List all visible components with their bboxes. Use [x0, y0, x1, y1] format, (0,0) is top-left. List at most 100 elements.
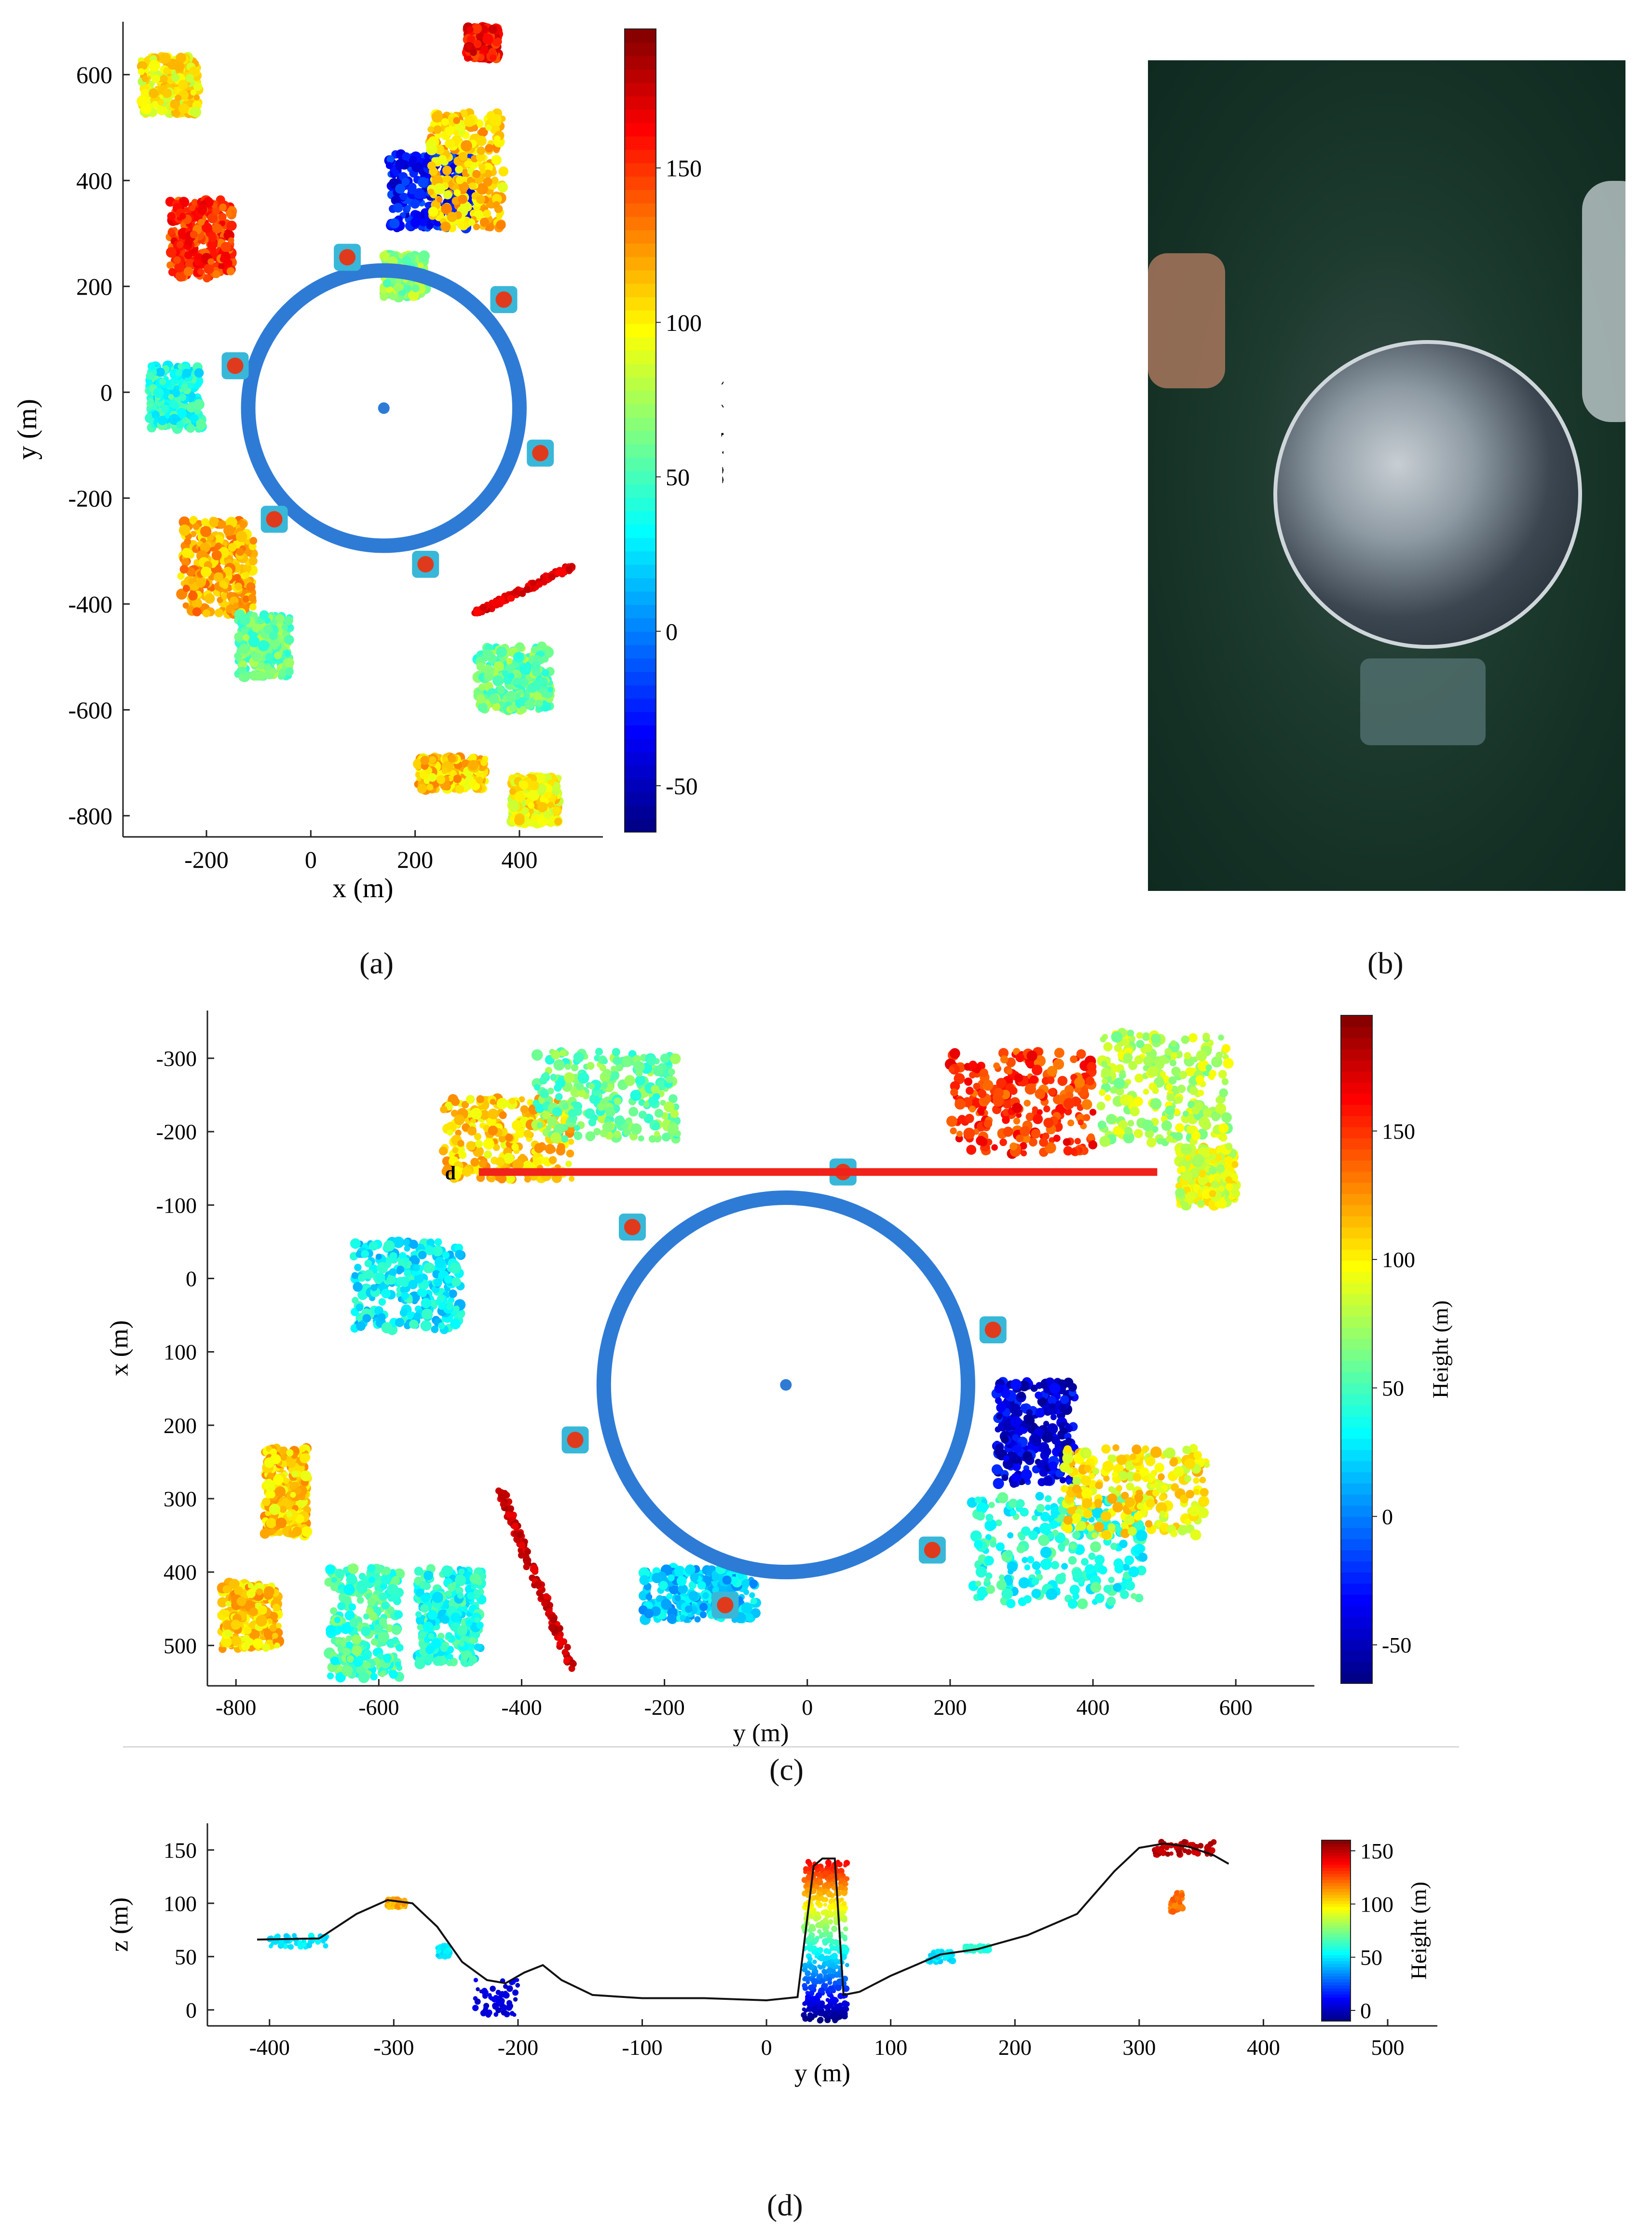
chart-c-point — [505, 1174, 515, 1184]
chart-a-point — [479, 168, 486, 174]
chart-c-point — [652, 1122, 660, 1131]
chart-a-point — [263, 663, 272, 672]
chart-a-tower-5 — [260, 506, 288, 533]
chart-a-y-tick-label: 600 — [76, 61, 112, 88]
chart-c-point — [454, 1244, 464, 1252]
chart-c-point — [1196, 1050, 1207, 1062]
chart-a-point — [560, 568, 568, 575]
chart-a-point — [497, 686, 505, 694]
chart-c-point — [668, 1068, 675, 1076]
chart-a-point — [175, 95, 182, 102]
chart-c-point — [475, 1140, 483, 1148]
chart-a-point — [212, 207, 220, 215]
chart-c-point — [979, 1068, 988, 1078]
chart-a-point — [468, 219, 476, 226]
panel-label-a: (a) — [359, 946, 394, 980]
chart-c-point — [573, 1052, 584, 1063]
chart-a-point — [151, 74, 161, 83]
chart-c-point — [1103, 1042, 1113, 1052]
chart-a-colorbar-band — [625, 591, 656, 605]
chart-c-point — [1188, 1033, 1198, 1043]
chart-c-point — [654, 1131, 660, 1137]
chart-a-point — [441, 203, 452, 215]
chart-c-point — [470, 1158, 479, 1167]
chart-c-point — [527, 1099, 534, 1106]
chart-a-cluster-7 — [472, 641, 555, 716]
chart-a-colorbar-band — [625, 96, 656, 110]
chart-a-point — [382, 279, 392, 288]
chart-a-point — [191, 598, 203, 609]
chart-a-point — [209, 517, 219, 528]
chart-c-point — [1209, 1069, 1217, 1078]
chart-c-point — [1152, 1087, 1159, 1094]
chart-a-colorbar-band — [625, 363, 656, 378]
chart-c-point — [488, 1108, 499, 1120]
chart-a-point — [428, 756, 437, 764]
chart-a-point — [165, 247, 177, 258]
chart-a-point — [506, 595, 514, 602]
chart-c-point — [601, 1058, 608, 1065]
chart-a-point — [444, 139, 454, 149]
chart-c-point — [1208, 1153, 1216, 1161]
chart-a-point — [181, 547, 192, 558]
chart-a-point — [453, 117, 460, 124]
chart-c-point — [1215, 1096, 1223, 1104]
chart-a-point — [526, 820, 534, 827]
chart-a-point — [194, 368, 204, 378]
chart-c-point — [588, 1083, 595, 1090]
chart-a-point — [431, 111, 443, 123]
chart-c-point — [450, 1262, 462, 1274]
chart-c-point — [414, 1273, 424, 1284]
chart-c-point — [638, 1110, 647, 1119]
chart-c-point — [1147, 1066, 1159, 1077]
chart-a-point — [269, 631, 278, 640]
chart-c-point — [1173, 1108, 1180, 1116]
chart-a-cluster-5 — [176, 516, 258, 619]
chart-a-point — [469, 779, 477, 786]
chart-c-point — [1218, 1070, 1227, 1079]
chart-c-point — [1012, 1048, 1021, 1055]
chart-c-point — [425, 1246, 435, 1256]
chart-a-point — [182, 369, 191, 378]
chart-c-point — [993, 1095, 1004, 1107]
chart-a-colorbar-band — [625, 283, 656, 297]
chart-c-point — [977, 1089, 987, 1098]
chart-a-point — [239, 660, 247, 669]
chart-c-point — [982, 1080, 994, 1091]
chart-a-point — [219, 204, 227, 211]
chart-a-point — [491, 177, 499, 184]
chart-a-point — [483, 177, 492, 187]
chart-a-point — [178, 524, 191, 536]
chart-c-point — [621, 1055, 633, 1067]
chart-a-colorbar-band — [625, 738, 656, 752]
chart-c-point — [552, 1107, 562, 1117]
chart-a-colorbar-band — [625, 792, 656, 806]
chart-a-point — [473, 223, 480, 231]
chart-c-point — [665, 1076, 673, 1083]
chart-a-point — [186, 424, 195, 433]
chart-a-tower-3 — [527, 439, 554, 467]
chart-a-point — [453, 774, 462, 783]
chart-a-point — [514, 791, 525, 803]
chart-c-point — [1133, 1129, 1143, 1138]
chart-c-point — [643, 1101, 650, 1108]
chart-c-point — [539, 1088, 549, 1098]
chart-c-point — [1074, 1138, 1081, 1145]
chart-a-point — [228, 543, 237, 552]
chart-a-point — [427, 188, 435, 195]
chart-c-point — [1128, 1061, 1138, 1070]
chart-a-point — [546, 819, 555, 827]
chart-a-ring — [241, 263, 527, 553]
chart-c-point — [569, 1176, 575, 1182]
chart-a-point — [413, 211, 422, 219]
chart-a-point — [400, 192, 408, 201]
chart-a-colorbar-band — [625, 779, 656, 793]
chart-a-point — [447, 212, 457, 222]
chart-c-point — [378, 1298, 386, 1306]
chart-c-point — [509, 1097, 516, 1105]
chart-c-point — [355, 1303, 364, 1312]
chart-a-colorbar-band — [625, 444, 656, 458]
chart-c-point — [1207, 1039, 1214, 1046]
chart-c-point — [984, 1120, 993, 1128]
chart-c-point — [1175, 1182, 1183, 1190]
